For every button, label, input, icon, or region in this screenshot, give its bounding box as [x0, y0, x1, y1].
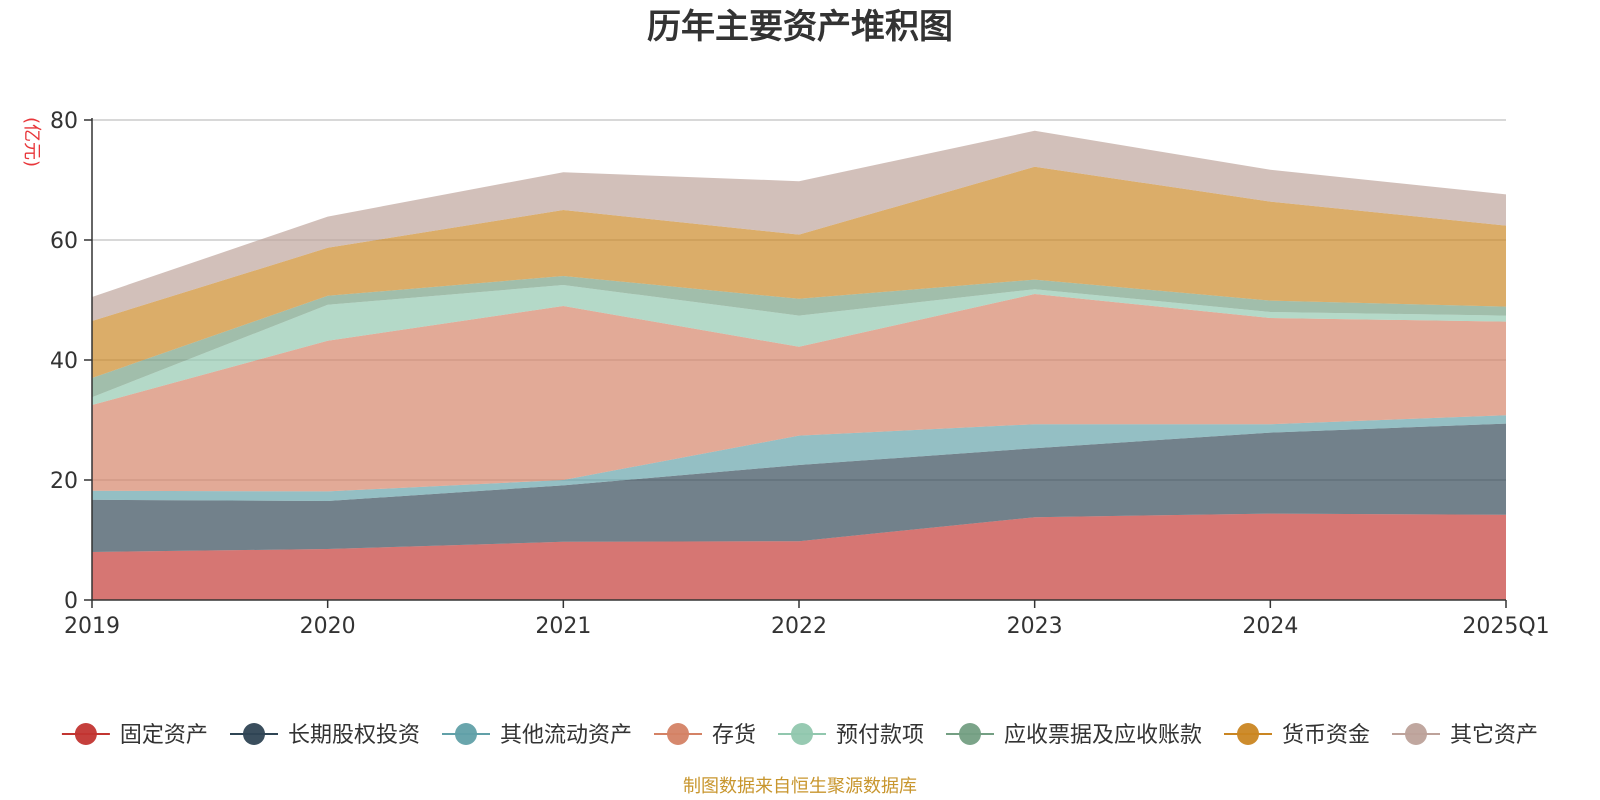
legend-item-2[interactable]: 长期股权投资	[230, 723, 420, 748]
legend-item-7[interactable]: 货币资金	[1224, 723, 1370, 748]
x-tick-label: 2022	[771, 614, 827, 639]
legend-item-3[interactable]: 其他流动资产	[442, 723, 632, 748]
area-series-1[interactable]	[92, 513, 1506, 600]
footer-source-note: 制图数据来自恒生聚源数据库	[683, 776, 917, 797]
legend-label: 存货	[712, 723, 756, 748]
y-tick-label: 80	[50, 109, 78, 134]
legend-item-6[interactable]: 应收票据及应收账款	[946, 723, 1202, 748]
legend-circle-marker	[1237, 723, 1259, 745]
x-tick-label: 2020	[300, 614, 356, 639]
x-tick-label: 2021	[535, 614, 591, 639]
x-tick-label: 2025Q1	[1462, 614, 1549, 639]
legend: 固定资产 长期股权投资 其他流动资产 存货 预付款项 应收票据及应收账款 货币资金 其它资产	[61, 723, 1538, 748]
legend-item-4[interactable]: 存货	[654, 723, 756, 748]
legend-label: 固定资产	[120, 723, 208, 748]
y-tick-label: 0	[64, 589, 78, 614]
area-series-4[interactable]	[92, 294, 1506, 492]
legend-label: 预付款项	[836, 723, 924, 748]
legend-circle-marker	[455, 723, 477, 745]
area-series-8[interactable]	[92, 130, 1506, 321]
legend-circle-marker	[959, 723, 981, 745]
legend-label: 其它资产	[1450, 723, 1538, 748]
x-tick-label: 2019	[64, 614, 120, 639]
y-axis-unit-label: (亿元)	[21, 117, 42, 167]
legend-circle-marker	[667, 723, 689, 745]
area-series-7[interactable]	[92, 166, 1506, 378]
legend-circle-marker	[1405, 723, 1427, 745]
area-series-3[interactable]	[92, 415, 1506, 501]
legend-circle-marker	[74, 723, 97, 745]
legend-label: 长期股权投资	[288, 723, 420, 748]
area-series-2[interactable]	[92, 423, 1506, 552]
legend-circle-marker	[791, 723, 813, 745]
x-tick-label: 2023	[1007, 614, 1063, 639]
legend-label: 货币资金	[1282, 723, 1370, 748]
area-series-6[interactable]	[92, 276, 1506, 398]
legend-item-5[interactable]: 预付款项	[778, 723, 924, 748]
axes: 0 20 40 60 80 2019 2020 2021 2022 2023 2024 2025Q1	[50, 109, 1550, 639]
x-tick-label: 2024	[1242, 614, 1298, 639]
legend-label: 应收票据及应收账款	[1004, 723, 1202, 748]
legend-item-8[interactable]: 其它资产	[1392, 723, 1538, 748]
legend-item-1[interactable]: 固定资产	[61, 723, 208, 748]
area-series-group	[92, 130, 1506, 600]
legend-label: 其他流动资产	[500, 723, 632, 748]
y-tick-label: 40	[50, 349, 78, 374]
legend-circle-marker	[243, 723, 265, 745]
area-series-5[interactable]	[92, 285, 1506, 405]
y-tick-label: 60	[50, 229, 78, 254]
chart-title: 历年主要资产堆积图	[647, 7, 953, 47]
y-tick-label: 20	[50, 469, 78, 494]
